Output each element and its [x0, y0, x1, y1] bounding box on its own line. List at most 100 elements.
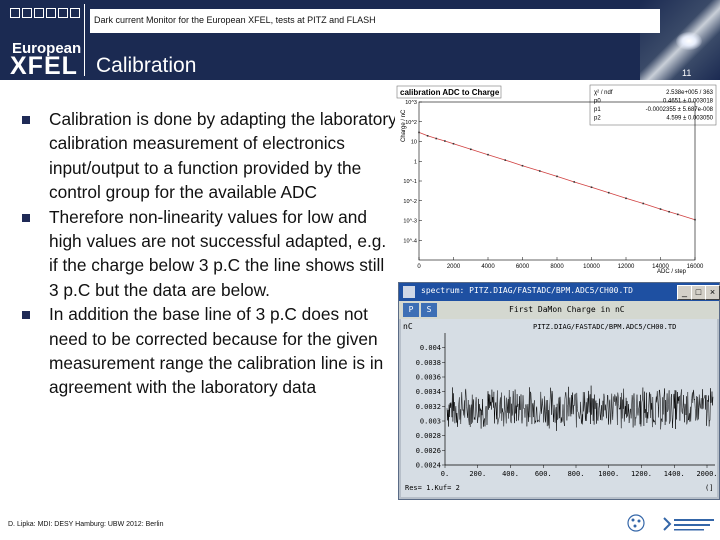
x-tick-label: 0.: [441, 470, 449, 478]
logo-xfel: XFEL: [10, 52, 78, 80]
data-point: [694, 218, 696, 221]
signal-trace: [446, 385, 714, 431]
x-tick-label: 1400.: [664, 470, 685, 478]
y-tick-label: 1: [414, 159, 417, 165]
stat-name: p0: [594, 99, 601, 105]
data-point: [642, 202, 645, 205]
bullet-text: In addition the base line of 3 p.C does …: [49, 304, 384, 398]
bracket-text: (]: [705, 484, 713, 492]
y-unit-label: nC: [403, 322, 413, 331]
page-title: Calibration: [96, 54, 197, 77]
data-point: [590, 186, 593, 189]
window-title: spectrum: PITZ.DIAG/FASTADC/BPM.ADC5/CH0…: [421, 286, 633, 295]
y-tick-label: 0.0032: [416, 403, 441, 411]
bullet-item: In addition the base line of 3 p.C does …: [22, 302, 397, 400]
data-point: [676, 213, 679, 216]
bullet-text: Calibration is done by adapting the labo…: [49, 109, 397, 203]
tab-p[interactable]: P: [403, 303, 419, 317]
y-tick-label: 10^3: [405, 100, 417, 106]
data-point: [426, 135, 429, 137]
institute-logo-icon: [627, 514, 645, 532]
x-axis-label: ADC / step: [657, 269, 687, 275]
data-point: [418, 131, 420, 134]
plot-heading: First DaMon Charge in nC: [509, 305, 625, 314]
x-tick-label: 1000.: [598, 470, 619, 478]
y-axis-label: Charge / nC: [401, 109, 407, 142]
y-tick-label: 0.0026: [416, 447, 441, 455]
data-point: [607, 191, 610, 194]
fit-line: [418, 132, 696, 221]
x-tick-label: 200.: [469, 470, 486, 478]
y-tick-label: 0.0028: [416, 432, 441, 440]
x-tick-label: 2000.: [696, 470, 717, 478]
minimize-icon[interactable]: _: [677, 285, 692, 300]
y-tick-label: 0.004: [420, 344, 441, 352]
stat-value: 2.538e+005 / 363: [666, 90, 714, 96]
stat-value: -0.0002355 ± 5.687e-008: [646, 107, 714, 113]
helmholtz-logo-icon: [663, 517, 714, 531]
y-tick-label: 10: [411, 140, 417, 146]
stat-value: 4.599 ± 0.003050: [666, 116, 713, 122]
page-number: 11: [682, 68, 692, 78]
bullet-item: Calibration is done by adapting the labo…: [22, 107, 397, 205]
window-titlebar[interactable]: spectrum: PITZ.DIAG/FASTADC/BPM.ADC5/CH0…: [399, 283, 720, 301]
stat-name: p2: [594, 116, 601, 122]
data-point: [538, 170, 541, 172]
y-tick-label: 10^-3: [403, 219, 417, 225]
x-tick-label: 800.: [568, 470, 585, 478]
data-point: [469, 148, 472, 151]
plot-area: nC PITZ.DIAG/FASTADC/BPM.ADC5/CH00.TD 0.…: [401, 319, 718, 497]
y-tick-label: 10^-1: [403, 179, 417, 185]
x-tick-label: 1200.: [631, 470, 652, 478]
x-tick-label: 8000: [550, 264, 564, 270]
logo-european: European: [12, 40, 82, 57]
header-band: European XFEL Dark current Monitor for t…: [0, 0, 720, 80]
y-tick-label: 10^-4: [403, 238, 417, 244]
x-tick-label: 14000: [652, 264, 669, 270]
window-toolbar: P S First DaMon Charge in nC: [399, 301, 719, 319]
header-flare: [676, 32, 702, 50]
x-tick-label: 16000: [687, 264, 704, 270]
footer-text: D. Lipka: MDI: DESY Hamburg: UBW 2012: B…: [8, 521, 164, 528]
data-point: [573, 181, 576, 183]
x-tick-label: 0: [417, 264, 421, 270]
spectrum-chart: nC PITZ.DIAG/FASTADC/BPM.ADC5/CH00.TD 0.…: [403, 322, 718, 492]
status-text: Res= 1.Kuf= 2: [405, 484, 460, 492]
bullet-list: Calibration is done by adapting the labo…: [22, 107, 397, 400]
calibration-chart: calibration ADC to Charge χ² / ndf 2.538e…: [395, 84, 717, 280]
y-tick-label: 10^-2: [403, 199, 417, 205]
tab-s[interactable]: S: [421, 303, 437, 317]
x-tick-label: 10000: [583, 264, 600, 270]
x-tick-label: 600.: [535, 470, 552, 478]
data-point: [625, 197, 627, 200]
data-point: [452, 142, 455, 145]
bullet-marker-icon: [22, 116, 30, 124]
y-tick-label: 0.003: [420, 418, 441, 426]
y-tick-label: 0.0034: [416, 388, 441, 396]
data-point: [435, 137, 438, 140]
stat-value: 0.4651 ± 0.003018: [663, 99, 714, 105]
data-point: [487, 153, 489, 156]
x-tick-label: 400.: [502, 470, 519, 478]
maximize-icon[interactable]: □: [691, 285, 706, 300]
app-icon: [403, 286, 415, 298]
data-point: [556, 175, 558, 178]
y-tick-label: 0.0024: [416, 462, 441, 470]
topline-text: Dark current Monitor for the European XF…: [94, 15, 376, 25]
bullet-marker-icon: [22, 213, 30, 222]
x-tick-label: 2000: [447, 264, 461, 270]
stat-name: p1: [594, 107, 601, 113]
x-tick-label: 6000: [516, 264, 530, 270]
spectrum-window[interactable]: spectrum: PITZ.DIAG/FASTADC/BPM.ADC5/CH0…: [398, 282, 720, 500]
close-icon[interactable]: ×: [705, 285, 720, 300]
data-point: [504, 159, 507, 161]
y-tick-label: 0.0036: [416, 374, 441, 382]
bullet-marker-icon: [22, 311, 30, 320]
x-tick-label: 4000: [481, 264, 495, 270]
y-tick-label: 10^2: [405, 120, 417, 126]
data-point: [659, 208, 662, 210]
data-point: [668, 210, 670, 213]
header-divider: [84, 4, 85, 76]
channel-name: PITZ.DIAG/FASTADC/BPM.ADC5/CH00.TD: [533, 323, 676, 331]
bullet-item: Therefore non-linearity values for low a…: [22, 205, 397, 303]
